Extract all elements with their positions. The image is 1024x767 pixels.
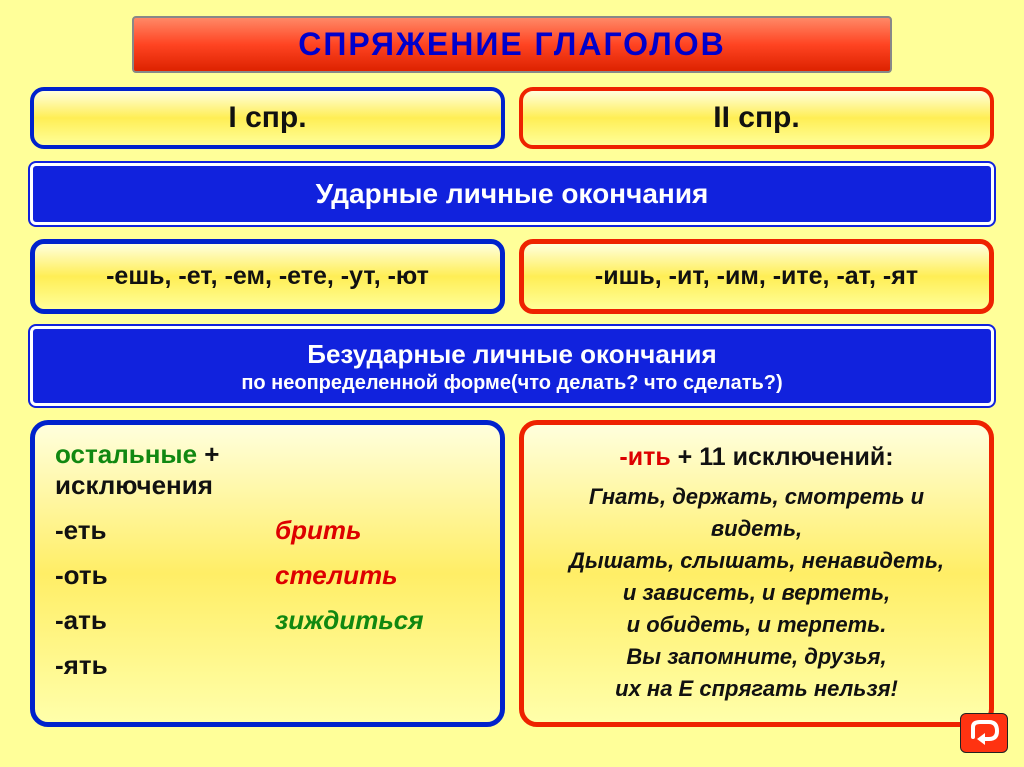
poem-line-3: и зависеть, и вертеть, — [544, 577, 969, 609]
suffix-et: -еть — [55, 515, 255, 546]
suffix-ot: -оть — [55, 560, 255, 591]
exception-brit: брить — [255, 515, 480, 546]
unstressed-endings-heading: Безударные личные окончания по неопредел… — [30, 326, 994, 406]
exception-zizhditsya: зиждиться — [255, 605, 480, 636]
unstressed-line1: Безударные личные окончания — [33, 339, 991, 370]
poem-line-5: Вы запомните, друзья, — [544, 641, 969, 673]
conjugation-1-endings: -ешь, -ет, -ем, -ете, -ут, -ют — [30, 239, 505, 314]
poem-line-1: Гнать, держать, смотреть и видеть, — [544, 481, 969, 545]
rules-top-left: остальные + исключения — [55, 439, 255, 501]
stressed-endings-heading: Ударные личные окончания — [30, 163, 994, 225]
back-button[interactable] — [960, 713, 1008, 753]
conjugation-1-rules-box: остальные + исключения -еть брить -оть с… — [30, 420, 505, 727]
conjugation-2-rules-box: -ить + 11 исключений: Гнать, держать, см… — [519, 420, 994, 727]
poem-line-4: и обидеть, и терпеть. — [544, 609, 969, 641]
rules-top-right: -ить + 11 исключений: — [544, 439, 969, 475]
suffix-yat: -ять — [55, 650, 255, 681]
suffix-at: -ать — [55, 605, 255, 636]
unstressed-line2: по неопределенной форме(что делать? что … — [33, 372, 991, 395]
conjugation-2-header: II спр. — [519, 87, 994, 149]
u-turn-arrow-icon — [967, 719, 1001, 747]
exception-stelit: стелить — [255, 560, 480, 591]
conjugation-1-header: I спр. — [30, 87, 505, 149]
page-title: СПРЯЖЕНИЕ ГЛАГОЛОВ — [132, 16, 892, 73]
poem-line-2: Дышать, слышать, ненавидеть, — [544, 545, 969, 577]
poem-line-6: их на Е спрягать нельзя! — [544, 673, 969, 705]
conjugation-2-endings: -ишь, -ит, -им, -ите, -ат, -ят — [519, 239, 994, 314]
